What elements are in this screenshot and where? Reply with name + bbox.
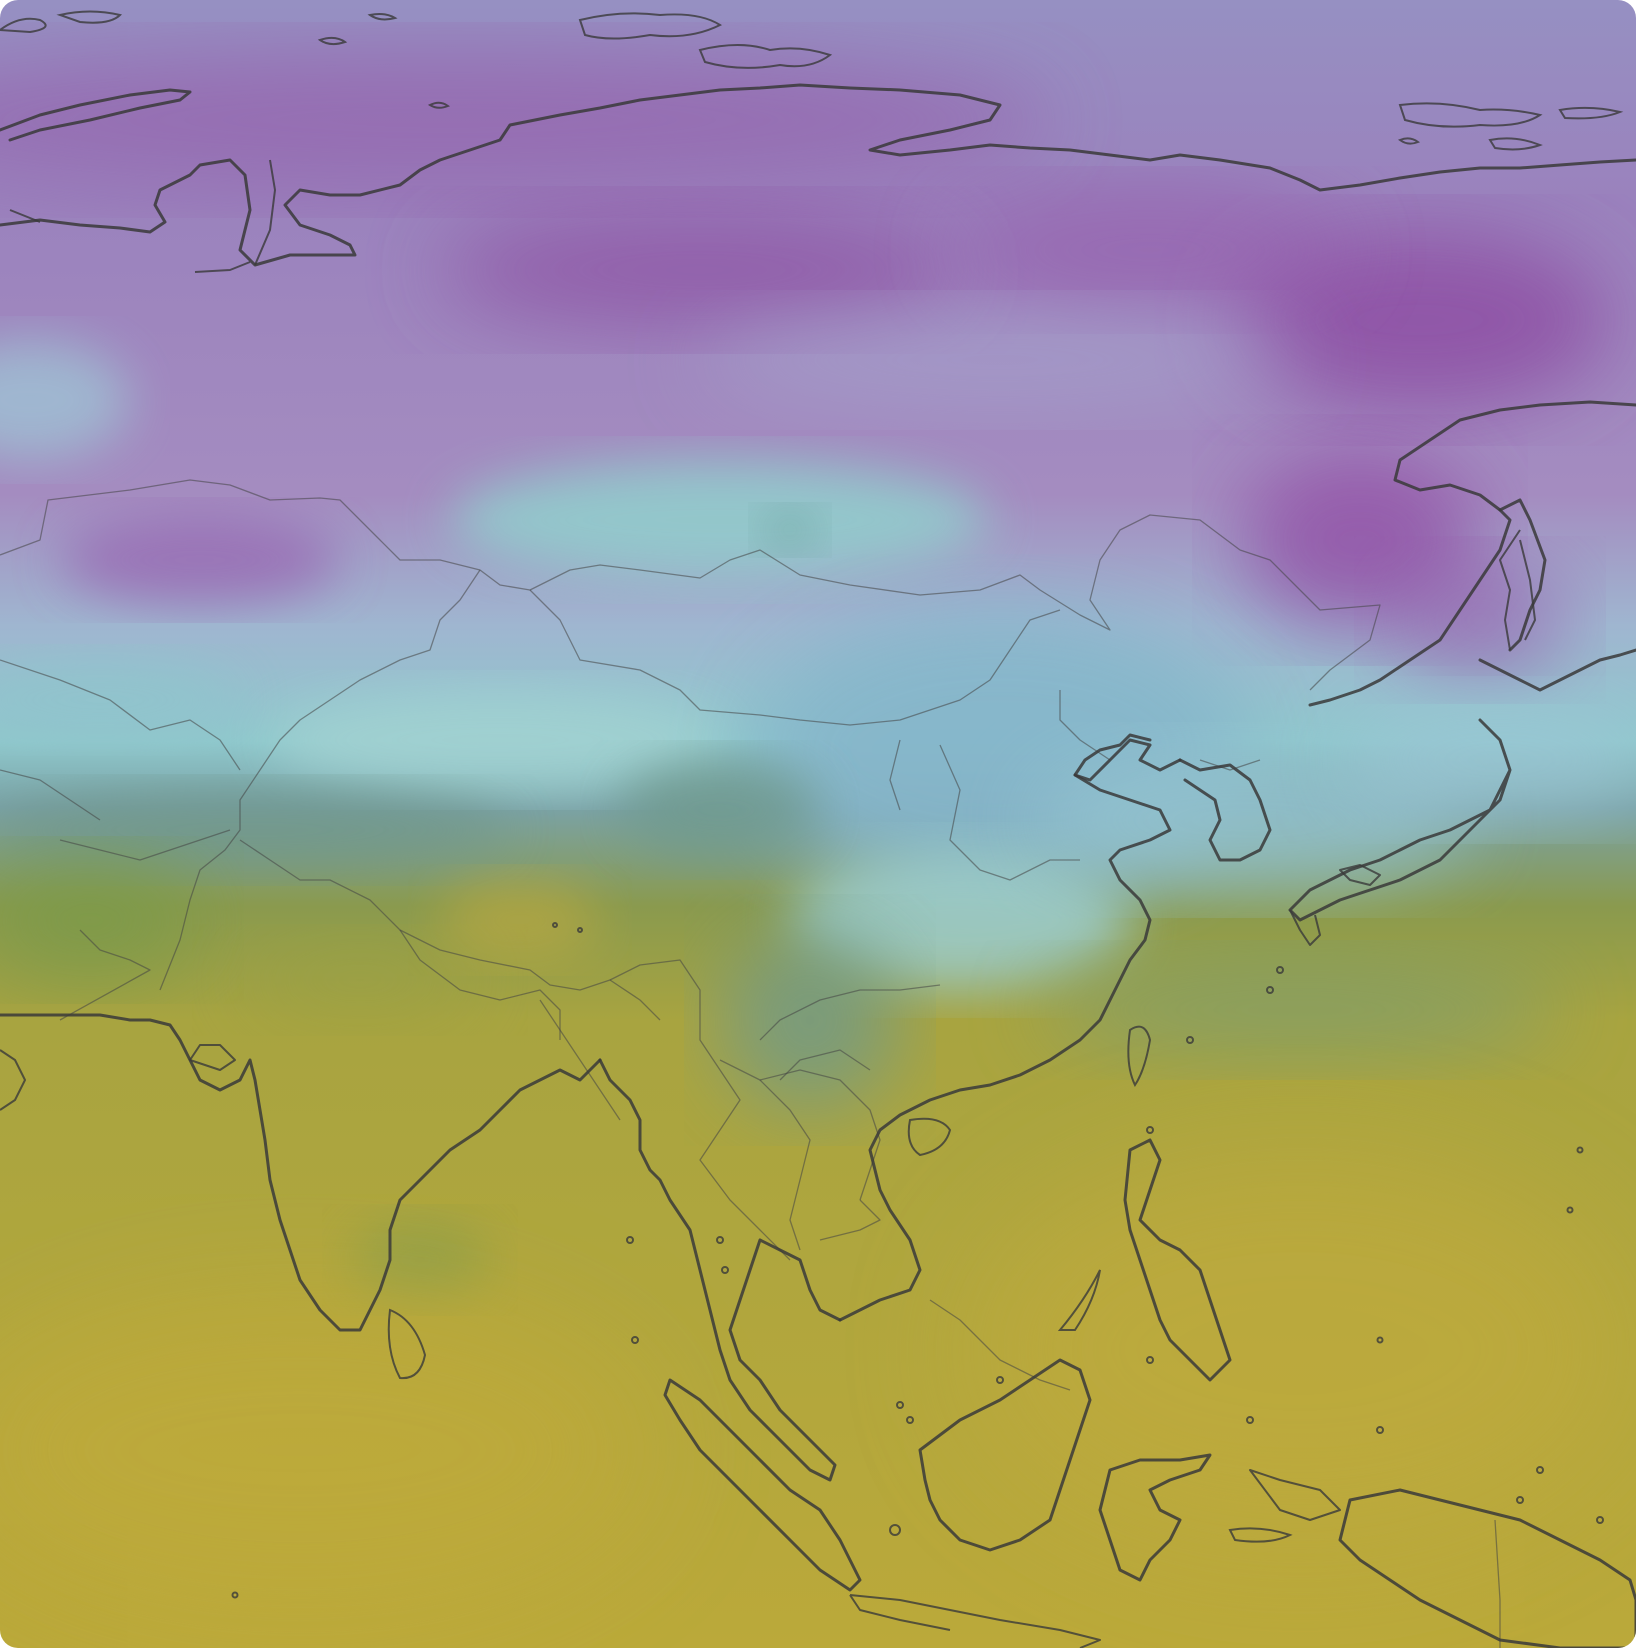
small-islands: [231, 922, 1604, 1599]
country-borders: [0, 479, 1501, 1648]
coastlines: [0, 10, 1636, 1648]
temperature-blobs: [0, 50, 1636, 1610]
